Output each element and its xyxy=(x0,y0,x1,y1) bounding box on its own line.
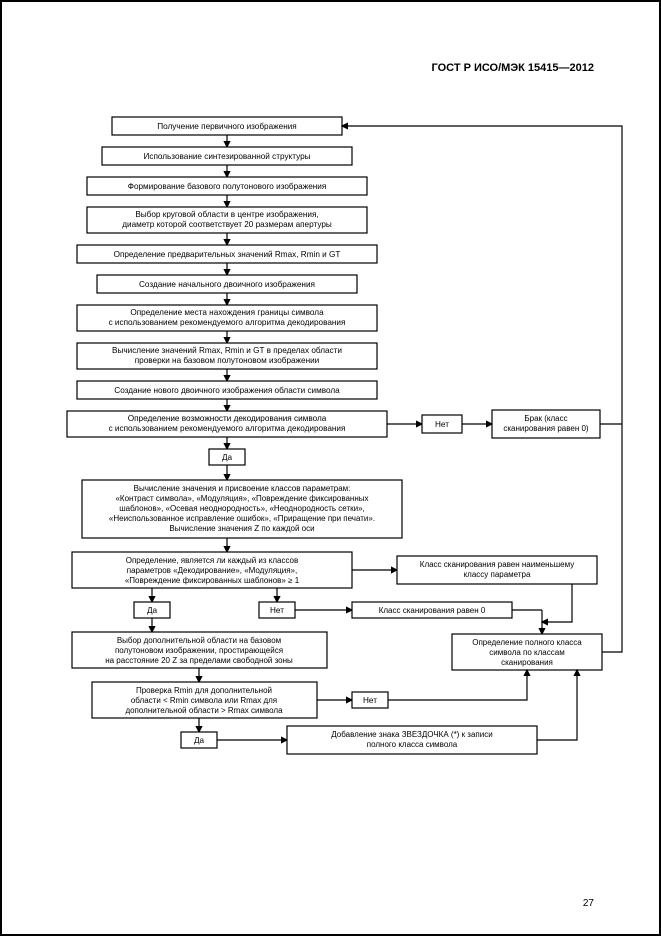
svg-text:сканирования: сканирования xyxy=(501,658,553,667)
box-b13: Выбор дополнительной области на базовом … xyxy=(72,632,327,668)
box-opred: Определение полного класса символа по кл… xyxy=(452,634,602,670)
svg-text:Нет: Нет xyxy=(435,420,449,429)
box-b2: Использование синтезированной структуры xyxy=(102,147,352,165)
svg-text:Вычисление значений Rmax, Rmin: Вычисление значений Rmax, Rmin и GT в пр… xyxy=(112,346,342,355)
svg-text:Нет: Нет xyxy=(270,606,284,615)
svg-text:Нет: Нет xyxy=(363,696,377,705)
box-da3: Да xyxy=(181,732,217,748)
svg-text:Формирование базового полутоно: Формирование базового полутонового изобр… xyxy=(128,182,327,191)
svg-text:Определение места нахождения г: Определение места нахождения границы сим… xyxy=(130,308,324,317)
svg-text:Добавление знака ЗВЕЗДОЧКА (*): Добавление знака ЗВЕЗДОЧКА (*) к записи xyxy=(331,730,492,739)
svg-text:Вычисление значения Z по каждо: Вычисление значения Z по каждой оси xyxy=(169,524,314,533)
box-da2: Да xyxy=(134,602,170,618)
svg-text:Определение предварительных зн: Определение предварительных значений Rma… xyxy=(114,250,341,259)
svg-text:Да: Да xyxy=(147,606,158,615)
box-b1: Получение первичного изображения xyxy=(112,117,342,135)
svg-text:«Контраст символа», «Модуляция: «Контраст символа», «Модуляция», «Повреж… xyxy=(115,494,368,503)
svg-text:Определение полного класса: Определение полного класса xyxy=(472,638,582,647)
svg-text:параметров «Декодирование», «М: параметров «Декодирование», «Модуляция», xyxy=(127,566,297,575)
box-b4: Выбор круговой области в центре изображе… xyxy=(87,207,367,233)
svg-text:полного класса символа: полного класса символа xyxy=(367,740,458,749)
svg-text:с использованием рекомендуемог: с использованием рекомендуемого алгоритм… xyxy=(109,318,346,327)
box-b12: Определение, является ли каждый из класс… xyxy=(72,552,352,588)
svg-text:диаметр которой соответствует: диаметр которой соответствует 20 размера… xyxy=(122,220,332,229)
svg-text:проверки на базовом полутоново: проверки на базовом полутоновом изображе… xyxy=(135,356,320,365)
box-b9: Создание нового двоичного изображения об… xyxy=(77,381,377,399)
svg-text:Класс сканирования равен наиме: Класс сканирования равен наименьшему xyxy=(420,560,574,569)
svg-text:на расстояние 20 Z за пределам: на расстояние 20 Z за пределами свободно… xyxy=(105,656,293,665)
svg-text:шаблонов», «Осевая неоднородно: шаблонов», «Осевая неоднородность», «Нео… xyxy=(119,504,365,513)
box-klass: Класс сканирования равен наименьшему кла… xyxy=(397,556,597,584)
svg-text:«Повреждение фиксированных шаб: «Повреждение фиксированных шаблонов» ≥ 1 xyxy=(125,576,300,585)
box-net2: Нет xyxy=(259,602,295,618)
flowchart: Получение первичного изображения Использ… xyxy=(2,2,661,938)
box-klass0: Класс сканирования равен 0 xyxy=(352,602,512,618)
svg-text:Получение первичного изображен: Получение первичного изображения xyxy=(157,122,296,131)
svg-text:Создание нового двоичного изоб: Создание нового двоичного изображения об… xyxy=(114,386,340,395)
svg-text:полутоновом изображении, прост: полутоновом изображении, простирающейся xyxy=(115,646,283,655)
box-b5: Определение предварительных значений Rma… xyxy=(77,245,377,263)
svg-text:Проверка Rmin для дополнительн: Проверка Rmin для дополнительной xyxy=(136,686,272,695)
box-b7: Определение места нахождения границы сим… xyxy=(77,305,377,331)
svg-text:Выбор круговой области в центр: Выбор круговой области в центре изображе… xyxy=(135,210,318,219)
page-frame: ГОСТ Р ИСО/МЭК 15415—2012 27 Получение п… xyxy=(0,0,661,936)
svg-text:Класс сканирования равен 0: Класс сканирования равен 0 xyxy=(379,606,486,615)
box-b3: Формирование базового полутонового изобр… xyxy=(87,177,367,195)
svg-text:«Неиспользованное исправление: «Неиспользованное исправление ошибок», «… xyxy=(109,514,375,523)
svg-text:классу параметра: классу параметра xyxy=(464,570,531,579)
svg-text:области < Rmin символа или Rma: области < Rmin символа или Rmax для xyxy=(131,696,277,705)
box-net1: Нет xyxy=(422,415,462,433)
box-b11: Вычисление значения и присвоение классов… xyxy=(82,480,402,538)
svg-text:Определение, является ли кажды: Определение, является ли каждый из класс… xyxy=(126,556,299,565)
svg-text:сканирования равен 0): сканирования равен 0) xyxy=(503,424,589,433)
svg-text:Да: Да xyxy=(222,453,233,462)
svg-text:символа по классам: символа по классам xyxy=(489,648,564,657)
svg-text:Выбор дополнительной области н: Выбор дополнительной области на базовом xyxy=(117,636,281,645)
box-b15: Добавление знака ЗВЕЗДОЧКА (*) к записи … xyxy=(287,726,537,754)
svg-text:Брак (класс: Брак (класс xyxy=(524,414,567,423)
box-b8: Вычисление значений Rmax, Rmin и GT в пр… xyxy=(77,343,377,369)
box-b10: Определение возможности декодирования си… xyxy=(67,411,387,437)
box-b14: Проверка Rmin для дополнительной области… xyxy=(92,682,317,718)
svg-text:Использование синтезированной: Использование синтезированной структуры xyxy=(143,152,310,161)
svg-text:Вычисление значения и присвоен: Вычисление значения и присвоение классов… xyxy=(134,484,351,493)
box-brak: Брак (класс сканирования равен 0) xyxy=(492,410,600,438)
svg-text:Создание начального двоичного: Создание начального двоичного изображени… xyxy=(139,280,315,289)
box-net3: Нет xyxy=(352,692,388,708)
box-da1: Да xyxy=(209,449,245,465)
svg-text:Определение возможности декоди: Определение возможности декодирования си… xyxy=(128,414,327,423)
svg-text:Да: Да xyxy=(194,736,205,745)
svg-text:дополнительной области > Rmax: дополнительной области > Rmax символа xyxy=(125,706,283,715)
svg-text:с использованием рекомендуемог: с использованием рекомендуемого алгоритм… xyxy=(109,424,346,433)
box-b6: Создание начального двоичного изображени… xyxy=(97,275,357,293)
